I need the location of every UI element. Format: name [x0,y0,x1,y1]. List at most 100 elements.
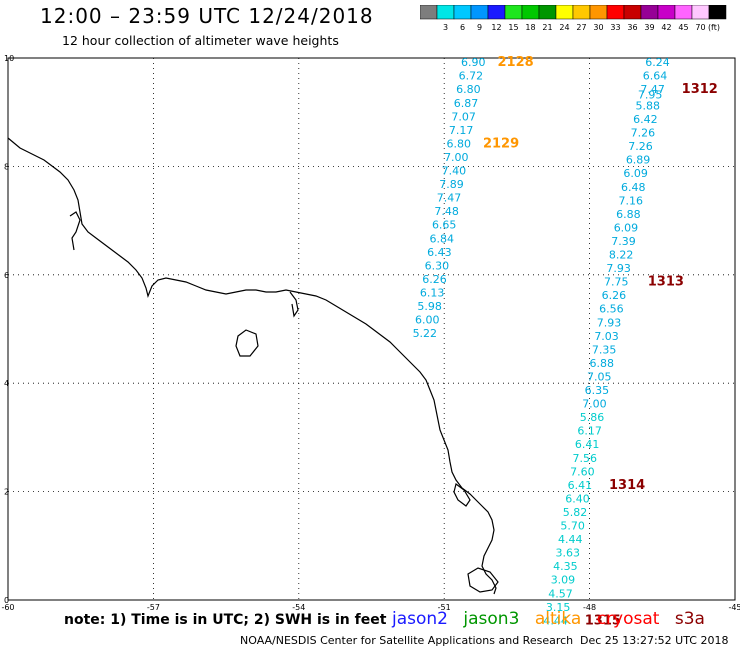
wave-height-value: 6.80 [456,83,481,96]
scale-swatch [708,5,727,20]
wave-height-value: 7.07 [451,110,476,123]
wave-height-value: 6.43 [427,246,452,259]
scale-label: 36 [627,23,637,32]
wave-height-value: 3.09 [551,574,576,587]
wave-height-value: 5.22 [413,327,438,340]
lon-tick-label: -45 [728,603,740,612]
wave-height-value: 6.35 [585,384,610,397]
legend-jason2: jason2 [392,609,448,629]
pass-labels: 2128 2129 1312 1313 1314 1315 [483,55,718,628]
altimeter-tracks: 6.906.726.806.877.077.176.807.007.407.89… [413,56,670,627]
wave-height-value: 7.03 [594,330,619,343]
scale-unit: (ft) [708,23,720,32]
legend-cryosat: cryosat [596,609,660,629]
scale-label: 42 [661,23,671,32]
wave-height-value: 6.72 [459,70,484,83]
coastline [7,137,499,595]
island-marajo-north [453,482,471,507]
wave-height-value: 7.47 [437,192,462,205]
scale-label: 6 [460,23,465,32]
satellite-legend: jason2 jason3 altika cryosat s3a [392,609,715,629]
pass-number-label: 1313 [648,275,684,290]
wave-height-value: 7.75 [604,276,629,289]
wave-height-value: 4.35 [553,560,578,573]
credit-text: NOAA/NESDIS Center for Satellite Applica… [240,634,574,647]
wave-height-value: 7.26 [628,140,653,153]
scale-label: 45 [678,23,688,32]
scale-label: 15 [508,23,518,32]
lat-tick-label: 6 [4,271,9,280]
wave-height-value: 6.26 [422,273,447,286]
timestamp-text: Dec 25 13:27:52 UTC 2018 [580,634,729,647]
axis-tick-labels: -60 -57 -54 -51 -48 -45 0 2 4 6 8 10 [1,54,740,612]
wave-height-value: 4.57 [548,587,573,600]
scale-label: 33 [610,23,620,32]
wave-height-value: 7.40 [442,165,467,178]
map-title: 12:00 – 23:59 UTC 12/24/2018 [40,4,374,28]
wave-height-value: 6.48 [621,181,646,194]
map-subtitle: 12 hour collection of altimeter wave hei… [62,33,339,48]
lat-tick-label: 0 [4,596,9,605]
wave-height-value: 5.82 [563,506,588,519]
lon-tick-label: -57 [147,603,160,612]
coastline-river-inlet [69,211,81,251]
wave-height-value: 7.93 [606,262,631,275]
wave-height-value: 6.13 [420,286,445,299]
scale-label: 30 [593,23,603,32]
note-text: note: 1) Time is in UTC; 2) SWH is in fe… [64,612,387,628]
lat-tick-label: 4 [4,379,9,388]
wave-height-value: 7.35 [592,343,617,356]
wave-height-value: 6.90 [461,56,486,69]
wave-height-value: 7.16 [619,194,644,207]
scale-label: 9 [477,23,482,32]
legend-s3a: s3a [674,609,705,629]
lon-tick-label: -54 [292,603,305,612]
wave-height-value: 6.09 [614,221,639,234]
legend-altika: altika [534,609,582,629]
wave-height-value: 6.87 [454,97,479,110]
wave-height-value: 6.65 [432,219,457,232]
wave-height-value: 5.86 [580,411,605,424]
wave-height-value: 5.70 [560,520,585,533]
wave-height-value: 7.00 [582,398,607,411]
wave-height-value: 7.39 [611,235,636,248]
scale-label: 24 [559,23,569,32]
wave-height-value: 5.88 [636,99,661,112]
pass-number-label: 1314 [609,478,645,493]
wave-height-value: 6.64 [643,70,668,83]
wave-height-value: 3.63 [556,547,581,560]
wave-height-value: 7.48 [434,205,459,218]
wave-height-value: 6.00 [415,314,440,327]
lat-tick-label: 2 [4,488,9,497]
map-frame [7,57,736,601]
lat-tick-label: 10 [4,54,14,63]
legend-jason3: jason3 [463,609,520,629]
wave-height-value: 7.93 [597,316,622,329]
graticule [7,57,736,601]
pass-number-label: 2129 [483,136,519,151]
scale-label: 39 [644,23,654,32]
wave-height-value: 6.09 [623,167,648,180]
scale-label: 18 [525,23,535,32]
lon-tick-label: -51 [438,603,451,612]
wave-height-value: 7.56 [573,452,598,465]
wave-height-value: 6.88 [589,357,614,370]
wave-height-value: 4.44 [558,533,583,546]
wave-height-value: 7.05 [587,370,612,383]
pass-number-label: 1315 [585,613,621,628]
wave-height-value: 6.84 [430,232,455,245]
wave-height-value: 7.47 [640,83,665,96]
island-delta [467,567,499,593]
scale-label: 12 [491,23,501,32]
scale-label: 27 [576,23,586,32]
coastline-estuary [289,291,299,318]
wave-height-value: 6.41 [575,438,600,451]
wave-height-value: 6.56 [599,303,624,316]
lon-tick-label: -48 [583,603,596,612]
wave-height-value: 6.41 [568,479,593,492]
wave-height-value: 7.26 [631,127,656,140]
wave-height-value: 7.95 [638,89,663,102]
wave-height-value: 7.89 [439,178,464,191]
wave-height-value: 5.98 [417,300,442,313]
